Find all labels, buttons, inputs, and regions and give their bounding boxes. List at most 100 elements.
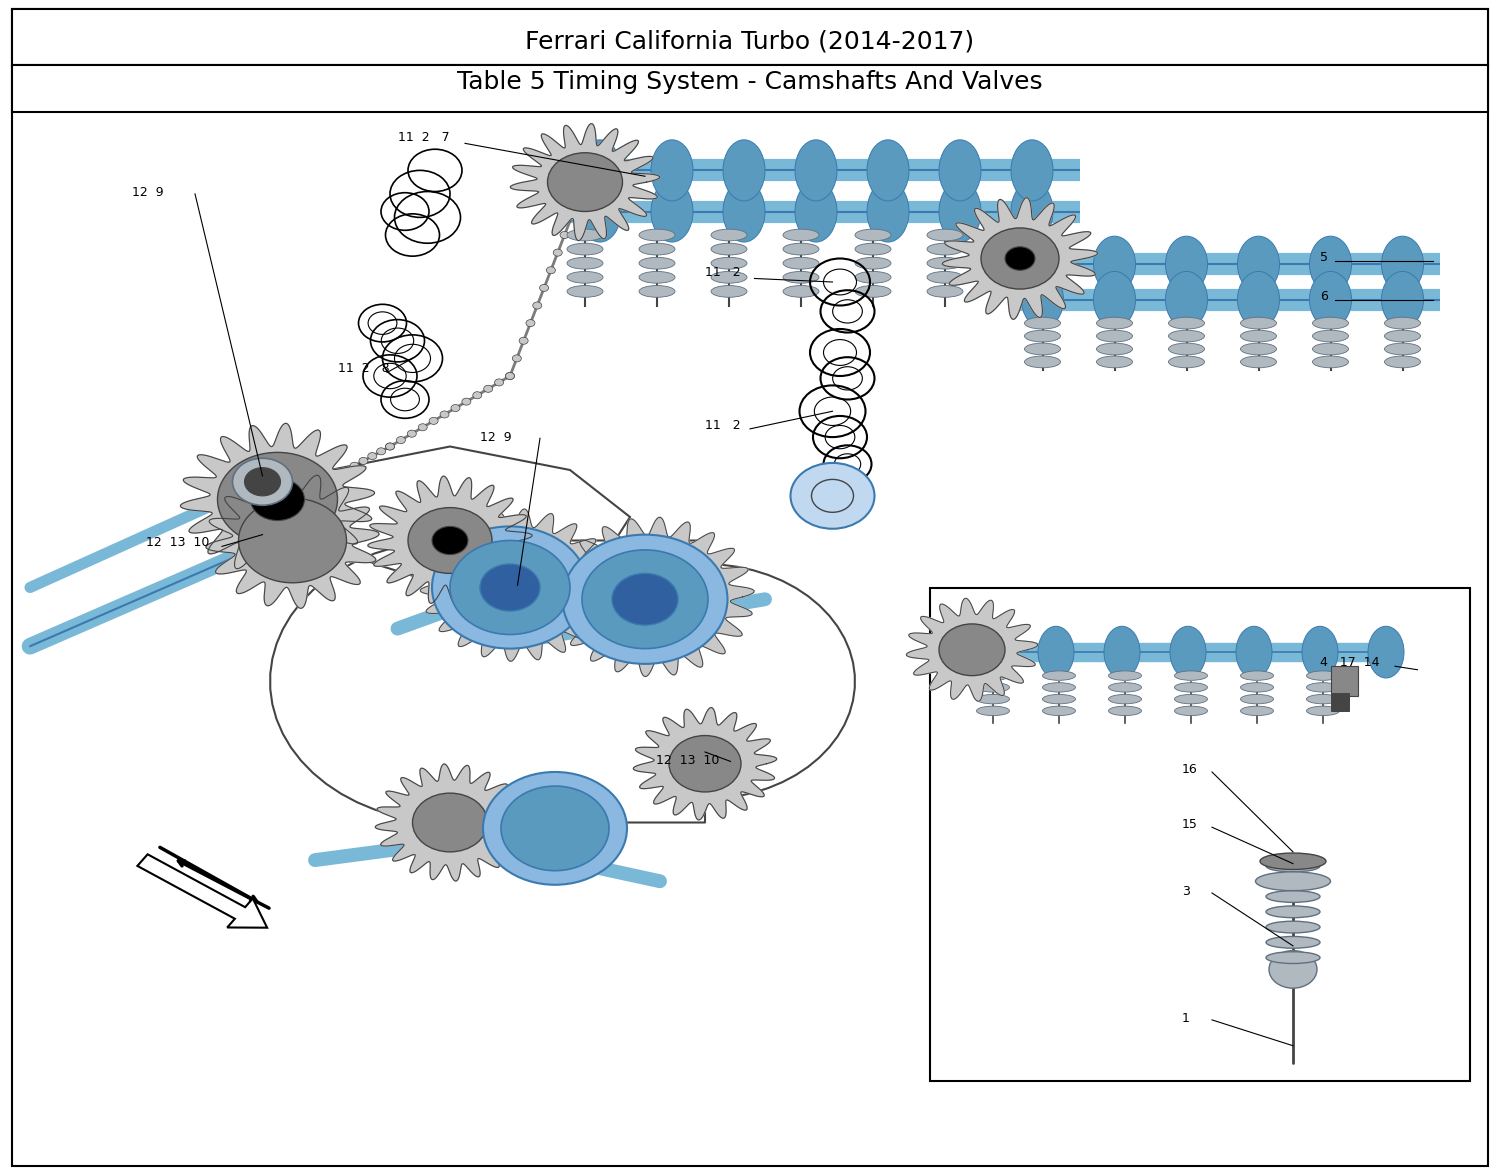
- Circle shape: [238, 498, 346, 583]
- Circle shape: [1005, 247, 1035, 270]
- Circle shape: [472, 391, 482, 398]
- Circle shape: [285, 496, 294, 503]
- Circle shape: [562, 535, 728, 664]
- Ellipse shape: [1312, 317, 1348, 329]
- FancyArrow shape: [138, 854, 267, 928]
- Ellipse shape: [1240, 330, 1276, 342]
- Ellipse shape: [1266, 860, 1320, 872]
- Ellipse shape: [567, 286, 603, 297]
- Circle shape: [358, 457, 368, 464]
- Text: 11  2   8: 11 2 8: [338, 362, 388, 376]
- Ellipse shape: [1240, 683, 1274, 692]
- Ellipse shape: [1306, 671, 1340, 680]
- Ellipse shape: [1108, 683, 1142, 692]
- Ellipse shape: [567, 229, 603, 241]
- Circle shape: [483, 385, 492, 392]
- Circle shape: [297, 491, 306, 498]
- Ellipse shape: [639, 286, 675, 297]
- Text: Ferrari California Turbo (2014-2017): Ferrari California Turbo (2014-2017): [525, 29, 975, 53]
- Circle shape: [280, 496, 290, 503]
- Circle shape: [790, 463, 874, 529]
- Ellipse shape: [1174, 683, 1208, 692]
- Ellipse shape: [1238, 236, 1280, 293]
- Text: 11   2: 11 2: [705, 418, 741, 432]
- Circle shape: [278, 496, 286, 503]
- Ellipse shape: [1384, 356, 1420, 368]
- Ellipse shape: [1024, 317, 1060, 329]
- Polygon shape: [375, 764, 525, 881]
- Circle shape: [280, 496, 290, 503]
- Text: 6: 6: [1320, 289, 1328, 303]
- Ellipse shape: [1024, 356, 1060, 368]
- Circle shape: [480, 564, 540, 611]
- Text: 5: 5: [1320, 250, 1328, 264]
- Ellipse shape: [1306, 694, 1340, 704]
- Ellipse shape: [999, 286, 1035, 297]
- Circle shape: [282, 496, 291, 503]
- Circle shape: [981, 228, 1059, 289]
- Ellipse shape: [999, 257, 1035, 269]
- Ellipse shape: [1094, 271, 1136, 328]
- Bar: [1330, 693, 1348, 711]
- Ellipse shape: [1168, 330, 1204, 342]
- Circle shape: [582, 550, 708, 649]
- Ellipse shape: [1266, 936, 1320, 948]
- Polygon shape: [180, 423, 375, 576]
- Ellipse shape: [939, 140, 981, 201]
- Ellipse shape: [651, 181, 693, 242]
- Ellipse shape: [1168, 343, 1204, 355]
- Ellipse shape: [1306, 683, 1340, 692]
- Ellipse shape: [999, 243, 1035, 255]
- Ellipse shape: [579, 181, 621, 242]
- Ellipse shape: [1266, 891, 1320, 902]
- Ellipse shape: [999, 229, 1035, 241]
- Ellipse shape: [867, 140, 909, 201]
- Circle shape: [560, 231, 568, 239]
- Circle shape: [580, 179, 590, 186]
- Ellipse shape: [1038, 626, 1074, 678]
- Circle shape: [408, 508, 492, 573]
- Circle shape: [554, 249, 562, 256]
- Ellipse shape: [1108, 694, 1142, 704]
- Ellipse shape: [1256, 872, 1330, 891]
- Ellipse shape: [1170, 626, 1206, 678]
- Ellipse shape: [855, 271, 891, 283]
- Ellipse shape: [867, 181, 909, 242]
- Ellipse shape: [1310, 271, 1352, 328]
- Circle shape: [1269, 951, 1317, 988]
- Ellipse shape: [1024, 343, 1060, 355]
- Ellipse shape: [855, 257, 891, 269]
- Circle shape: [495, 378, 504, 385]
- Bar: [12, 65, 1488, 112]
- Ellipse shape: [1168, 356, 1204, 368]
- Ellipse shape: [795, 181, 837, 242]
- Ellipse shape: [1302, 626, 1338, 678]
- Circle shape: [386, 443, 394, 450]
- Circle shape: [567, 214, 576, 221]
- Text: 16: 16: [1182, 763, 1197, 777]
- Ellipse shape: [976, 706, 1010, 716]
- Ellipse shape: [1042, 671, 1076, 680]
- Circle shape: [506, 372, 515, 380]
- Ellipse shape: [1240, 317, 1276, 329]
- Circle shape: [419, 424, 428, 431]
- Polygon shape: [633, 707, 777, 820]
- Circle shape: [286, 496, 296, 503]
- Circle shape: [432, 526, 468, 555]
- Text: 12  9: 12 9: [132, 186, 164, 200]
- Ellipse shape: [1266, 952, 1320, 964]
- Ellipse shape: [579, 140, 621, 201]
- Ellipse shape: [1174, 671, 1208, 680]
- Circle shape: [217, 452, 338, 546]
- Ellipse shape: [711, 257, 747, 269]
- Ellipse shape: [1238, 271, 1280, 328]
- Ellipse shape: [795, 140, 837, 201]
- Ellipse shape: [1306, 706, 1340, 716]
- Polygon shape: [510, 123, 660, 241]
- Text: 4   17  14: 4 17 14: [1320, 656, 1380, 670]
- Text: Table 5 Timing System - Camshafts And Valves: Table 5 Timing System - Camshafts And Va…: [458, 70, 1042, 94]
- Ellipse shape: [639, 271, 675, 283]
- Circle shape: [284, 496, 292, 503]
- Text: 15: 15: [1182, 818, 1198, 832]
- Ellipse shape: [1384, 317, 1420, 329]
